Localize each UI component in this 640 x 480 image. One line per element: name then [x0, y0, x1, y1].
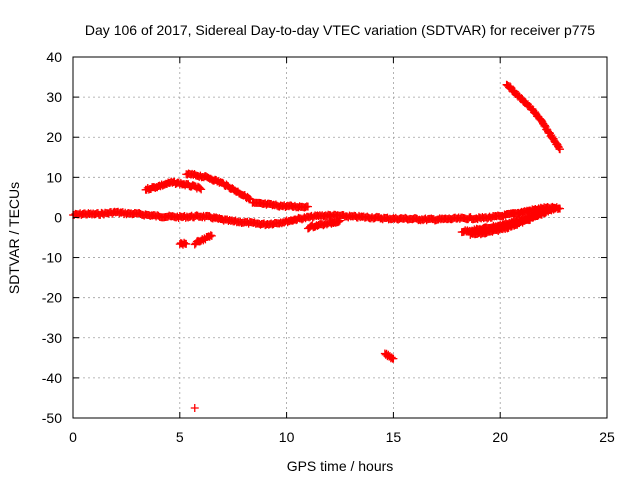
data-point-marker — [207, 231, 216, 240]
data-point-marker — [196, 184, 205, 193]
y-tick-label: 0 — [54, 209, 62, 225]
data-point-marker — [387, 353, 396, 362]
data-point-marker — [303, 202, 312, 211]
x-tick-label: 10 — [279, 429, 295, 445]
data-point-marker — [190, 403, 199, 412]
data-point-marker — [551, 204, 560, 213]
data-point-marker — [245, 194, 254, 203]
y-tick-label: -40 — [42, 370, 62, 386]
chart-title: Day 106 of 2017, Sidereal Day-to-day VTE… — [85, 22, 595, 38]
y-tick-label: -10 — [42, 250, 62, 266]
y-tick-label: -50 — [42, 410, 62, 426]
data-point-marker — [336, 216, 344, 225]
data-point-marker — [556, 145, 565, 154]
y-tick-label: -30 — [42, 330, 62, 346]
data-point-marker — [389, 354, 398, 363]
x-tick-label: 15 — [386, 429, 402, 445]
y-tick-label: 40 — [46, 49, 62, 65]
x-tick-label: 20 — [492, 429, 508, 445]
x-tick-label: 25 — [599, 429, 615, 445]
data-series — [69, 80, 565, 412]
x-tick-label: 5 — [176, 429, 184, 445]
plot-frame — [72, 56, 608, 419]
data-point-marker — [197, 185, 206, 194]
y-axis-label: SDTVAR / TECUs — [6, 182, 22, 294]
y-tick-label: 20 — [46, 129, 62, 145]
axis-ticks — [72, 56, 608, 419]
data-point-marker — [334, 217, 343, 226]
data-point-marker — [182, 239, 191, 248]
y-tick-label: -20 — [42, 290, 62, 306]
y-tick-label: 10 — [46, 169, 62, 185]
x-tick-labels: 0 5 10 15 20 25 — [69, 429, 615, 445]
data-point-marker — [206, 231, 215, 240]
y-tick-labels: 40 30 20 10 0 -10 -20 -30 -40 -50 — [42, 49, 62, 426]
y-tick-label: 30 — [46, 89, 62, 105]
x-tick-label: 0 — [69, 429, 77, 445]
x-axis-label: GPS time / hours — [287, 458, 394, 474]
